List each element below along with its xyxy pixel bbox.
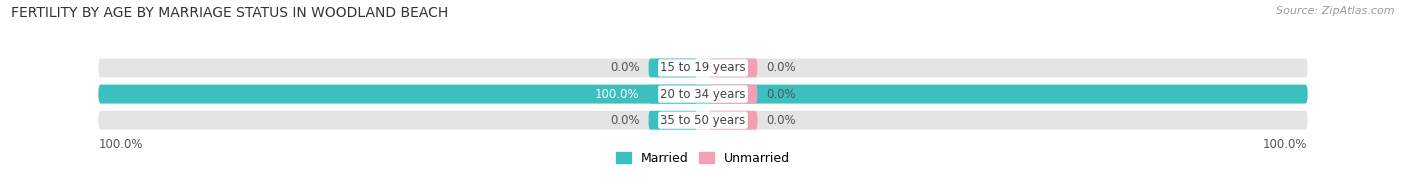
Text: Source: ZipAtlas.com: Source: ZipAtlas.com <box>1277 6 1395 16</box>
Text: 100.0%: 100.0% <box>98 138 143 151</box>
Text: 0.0%: 0.0% <box>766 62 796 74</box>
FancyBboxPatch shape <box>709 111 758 130</box>
Legend: Married, Unmarried: Married, Unmarried <box>612 147 794 170</box>
FancyBboxPatch shape <box>98 85 1308 103</box>
FancyBboxPatch shape <box>709 59 758 77</box>
FancyBboxPatch shape <box>98 111 1308 130</box>
FancyBboxPatch shape <box>98 59 1308 77</box>
Text: 0.0%: 0.0% <box>766 88 796 101</box>
FancyBboxPatch shape <box>709 85 758 103</box>
FancyBboxPatch shape <box>648 85 697 103</box>
FancyBboxPatch shape <box>98 85 1308 103</box>
Text: 0.0%: 0.0% <box>766 114 796 127</box>
FancyBboxPatch shape <box>648 111 697 130</box>
Text: 0.0%: 0.0% <box>610 62 640 74</box>
Text: 100.0%: 100.0% <box>1263 138 1308 151</box>
Text: 15 to 19 years: 15 to 19 years <box>661 62 745 74</box>
Text: 0.0%: 0.0% <box>610 114 640 127</box>
Text: FERTILITY BY AGE BY MARRIAGE STATUS IN WOODLAND BEACH: FERTILITY BY AGE BY MARRIAGE STATUS IN W… <box>11 6 449 20</box>
Text: 100.0%: 100.0% <box>595 88 640 101</box>
Text: 35 to 50 years: 35 to 50 years <box>661 114 745 127</box>
FancyBboxPatch shape <box>648 59 697 77</box>
Text: 20 to 34 years: 20 to 34 years <box>661 88 745 101</box>
